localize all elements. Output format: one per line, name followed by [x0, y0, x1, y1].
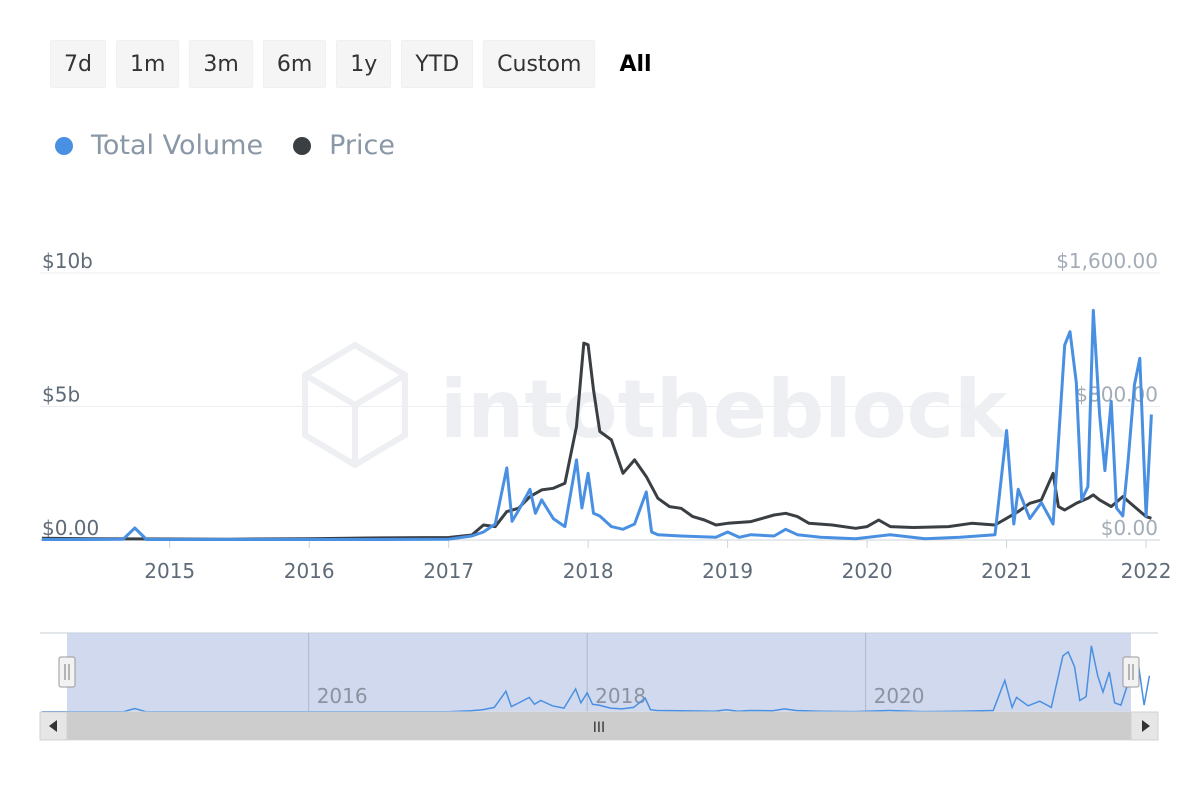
navigator-right-handle[interactable] — [1122, 656, 1140, 688]
x-tick-label: 2019 — [702, 559, 753, 583]
x-axis: 2015 2016 2017 2018 2019 2020 2021 2022 — [40, 539, 1172, 583]
range-button-1m[interactable]: 1m — [115, 40, 180, 88]
watermark: intotheblock — [302, 341, 1009, 469]
legend-item-price[interactable]: Price — [293, 130, 395, 161]
legend-marker — [55, 136, 73, 155]
range-button-1y[interactable]: 1y — [336, 40, 392, 88]
navigator-left-handle[interactable] — [58, 656, 76, 688]
series-line-total-volume — [41, 308, 1153, 541]
chevron-right-icon — [1142, 720, 1150, 732]
range-button-custom[interactable]: Custom — [483, 40, 596, 88]
range-button-ytd[interactable]: YTD — [401, 40, 474, 88]
watermark-logo-icon — [302, 341, 408, 469]
y-axis-left: $0.00 $5b $10b — [42, 249, 99, 540]
series-group — [41, 308, 1153, 541]
watermark-text: intotheblock — [440, 363, 1009, 456]
range-button-3m[interactable]: 3m — [189, 40, 253, 88]
legend-label: Price — [329, 130, 395, 161]
legend-marker — [293, 136, 312, 155]
navigator-selection[interactable] — [67, 633, 1131, 712]
y-right-tick-label: $800.00 — [1075, 383, 1158, 407]
range-button-6m[interactable]: 6m — [262, 40, 327, 88]
chevron-left-icon — [49, 720, 57, 732]
y-left-tick-label: $0.00 — [42, 516, 99, 540]
scrollbar-grip: III — [593, 720, 605, 736]
series-line-price — [41, 341, 1152, 541]
navigator-tick-label: 2020 — [874, 684, 925, 708]
y-left-tick-label: $10b — [42, 249, 93, 273]
time-range-selector: 7d 1m 3m 6m 1y YTD Custom All — [50, 40, 666, 88]
chart-legend: Total Volume Price — [55, 130, 395, 161]
x-tick-label: 2021 — [981, 559, 1032, 583]
range-button-all[interactable]: All — [605, 40, 665, 88]
navigator-tick-label: 2016 — [317, 684, 368, 708]
scroll-left-arrow[interactable] — [39, 711, 68, 741]
x-tick-label: 2016 — [284, 559, 335, 583]
grid-lines — [40, 272, 1160, 541]
x-tick-label: 2018 — [563, 559, 614, 583]
navigator-series-line — [41, 645, 1151, 713]
legend-item-total-volume[interactable]: Total Volume — [55, 130, 263, 161]
legend-label: Total Volume — [91, 130, 264, 161]
range-button-7d[interactable]: 7d — [50, 40, 106, 88]
x-tick-label: 2017 — [423, 559, 474, 583]
scroll-right-arrow[interactable] — [1130, 711, 1159, 741]
x-tick-label: 2022 — [1121, 559, 1172, 583]
y-right-tick-label: $1,600.00 — [1056, 249, 1158, 273]
scrollbar-thumb[interactable] — [67, 712, 1131, 740]
y-right-tick-label: $0.00 — [1101, 516, 1158, 540]
y-left-tick-label: $5b — [42, 383, 80, 407]
x-tick-label: 2015 — [144, 559, 195, 583]
x-tick-label: 2020 — [842, 559, 893, 583]
